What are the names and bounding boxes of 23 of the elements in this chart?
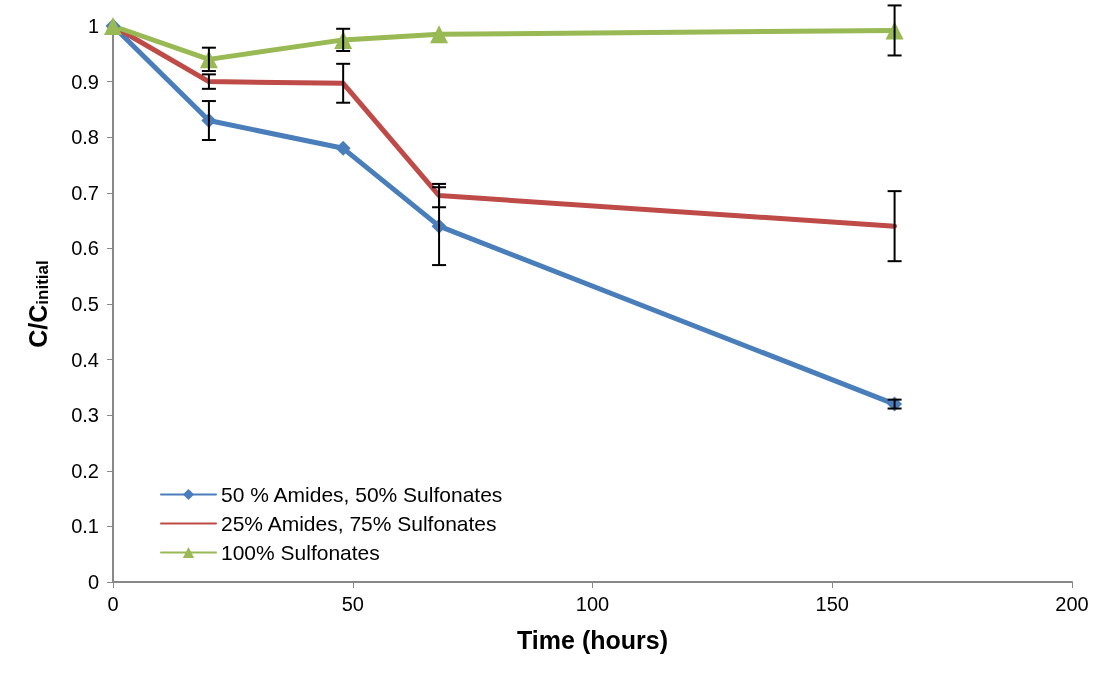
- x-tick-label: 0: [107, 593, 119, 615]
- x-tick-label: 100: [575, 593, 610, 615]
- point: [335, 140, 351, 156]
- y-tick-label: 0.5: [71, 293, 99, 315]
- y-tick-label: 0.7: [71, 181, 99, 204]
- legend-label: 100% Sulfonates: [221, 541, 380, 564]
- x-tick-label: 150: [815, 593, 849, 615]
- x-tick-label: 50: [341, 593, 364, 615]
- legend-label: 25% Amides, 75% Sulfonates: [221, 512, 497, 535]
- legend-label: 50 % Amides, 50% Sulfonates: [221, 483, 503, 506]
- x-axis-title: Time (hours): [517, 625, 668, 654]
- x-tick-label: 200: [1055, 593, 1089, 615]
- y-tick-label: 0.3: [71, 404, 99, 427]
- y-axis-title: C/Cinitial: [23, 260, 52, 348]
- y-tick-label: 0.6: [71, 237, 99, 260]
- y-tick-label: 0.1: [71, 515, 99, 538]
- y-tick-label: 0.2: [71, 459, 99, 482]
- y-tick-label: 0.4: [71, 348, 99, 371]
- y-tick-label: 0.8: [71, 126, 99, 149]
- y-tick-label: 1: [87, 15, 99, 37]
- y-tick-label: 0: [87, 571, 99, 593]
- y-tick-label: 0.9: [71, 70, 99, 93]
- point: [430, 25, 449, 44]
